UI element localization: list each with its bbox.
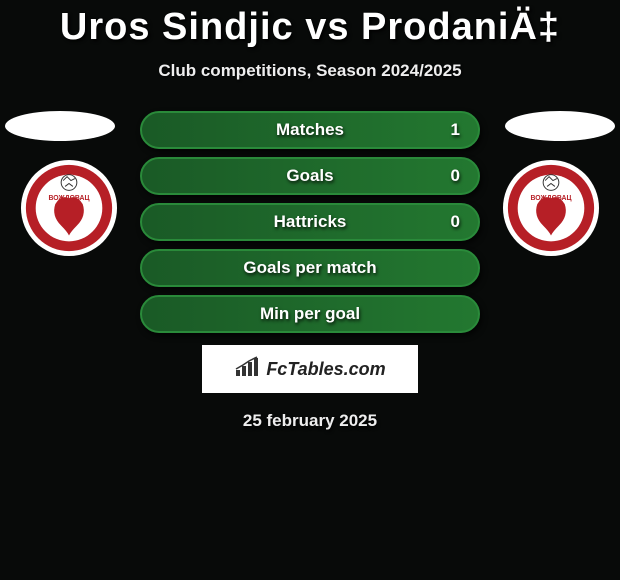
stat-label: Min per goal (260, 304, 360, 324)
svg-text:ВОЖДОВАЦ: ВОЖДОВАЦ (48, 195, 89, 202)
chart-icon (234, 356, 260, 383)
player-left-photo (5, 111, 115, 141)
page-title: Uros Sindjic vs ProdaniÄ‡ (0, 0, 620, 49)
stat-label: Goals (286, 166, 333, 186)
stat-row: Goals per match (140, 249, 480, 287)
stat-label: Matches (276, 120, 344, 140)
stat-right-value: 0 (451, 212, 460, 232)
source-logo-text: FcTables.com (266, 359, 385, 380)
stat-right-value: 0 (451, 166, 460, 186)
svg-text:ВОЖДОВАЦ: ВОЖДОВАЦ (530, 195, 571, 202)
subtitle: Club competitions, Season 2024/2025 (0, 61, 620, 81)
stat-row: Min per goal (140, 295, 480, 333)
comparison-date: 25 february 2025 (0, 411, 620, 431)
comparison-panel: ВОЖДОВАЦ ВОЖДОВАЦ Matches 1 Goals 0 Hatt… (0, 111, 620, 431)
stat-row: Matches 1 (140, 111, 480, 149)
stats-list: Matches 1 Goals 0 Hattricks 0 Goals per … (140, 111, 480, 333)
player-right-photo (505, 111, 615, 141)
stat-row: Hattricks 0 (140, 203, 480, 241)
club-badge-right: ВОЖДОВАЦ (502, 159, 600, 257)
source-logo: FcTables.com (202, 345, 418, 393)
stat-row: Goals 0 (140, 157, 480, 195)
club-badge-left: ВОЖДОВАЦ (20, 159, 118, 257)
stat-label: Goals per match (243, 258, 376, 278)
stat-right-value: 1 (451, 120, 460, 140)
stat-label: Hattricks (274, 212, 347, 232)
